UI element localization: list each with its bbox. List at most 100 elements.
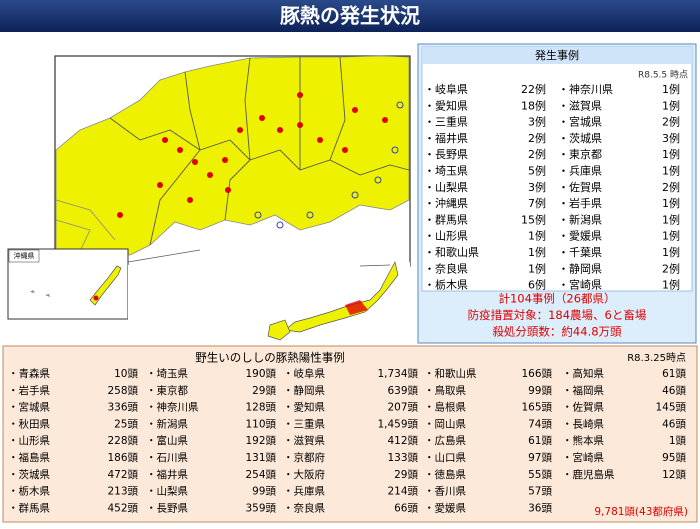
prefecture: ・福井県 — [424, 131, 468, 145]
prefecture: ・東京都 — [558, 147, 602, 161]
prefecture: ・山梨県 — [424, 180, 468, 194]
prefecture: ・岐阜県 — [424, 83, 468, 96]
prefecture: ・島根県 — [424, 401, 466, 414]
prefecture: ・奈良県 — [283, 501, 325, 514]
case-count: 1例 — [662, 229, 680, 243]
boar-count: 214頭 — [387, 486, 418, 498]
case-count: 15例 — [521, 212, 546, 226]
boar-count: 66頭 — [394, 502, 418, 514]
prefecture: ・宮崎県 — [558, 278, 602, 292]
summary-line: 防疫措置対象：184農場、6と畜場 — [468, 308, 647, 322]
prefecture: ・徳島県 — [424, 468, 466, 481]
prefecture: ・埼玉県 — [146, 367, 188, 380]
boar-count: 258頭 — [107, 385, 138, 397]
title-bar — [0, 0, 700, 32]
wild-boar-title: 野生いのししの豚熱陽性事例 — [195, 351, 345, 365]
prefecture: ・兵庫県 — [283, 485, 325, 498]
boar-count: 412頭 — [387, 435, 418, 447]
prefecture: ・静岡県 — [283, 384, 325, 397]
boar-count: 1,734頭 — [377, 368, 418, 380]
prefecture: ・石川県 — [146, 452, 188, 464]
case-count: 3例 — [528, 180, 546, 194]
prefecture: ・大阪府 — [283, 468, 325, 481]
prefecture: ・長野県 — [146, 502, 188, 514]
boar-count: 452頭 — [107, 502, 138, 514]
boar-count: 213頭 — [107, 486, 138, 498]
boar-count: 1,459頭 — [377, 418, 418, 430]
wild-boar-date: R8.3.25時点 — [627, 352, 686, 364]
prefecture: ・群馬県 — [424, 212, 468, 226]
case-count: 2例 — [662, 180, 680, 194]
case-count: 2例 — [662, 115, 680, 129]
prefecture: ・滋賀県 — [283, 434, 325, 447]
case-count: 1例 — [662, 196, 680, 210]
prefecture: ・山形県 — [8, 435, 50, 447]
wild-boar-total: 9,781頭(43都府県) — [594, 505, 688, 518]
prefecture: ・高知県 — [562, 367, 604, 380]
prefecture: ・広島県 — [424, 434, 466, 447]
prefecture: ・長野県 — [424, 148, 468, 161]
prefecture: ・愛媛県 — [558, 229, 602, 243]
prefecture: ・長崎県 — [562, 417, 604, 430]
outbreak-list: ・岐阜県 22例・愛知県 18例・三重県 3例・福井県 2例・長野県 2例・埼玉県 5例・山… — [424, 82, 680, 292]
prefecture: ・山形県 — [424, 230, 468, 243]
prefecture: ・三重県 — [283, 417, 325, 430]
prefecture: ・岩手県 — [8, 384, 50, 397]
boar-count: 12頭 — [662, 469, 686, 481]
case-count: 3例 — [528, 115, 546, 129]
boar-count: 29頭 — [394, 469, 418, 481]
boar-count: 61頭 — [528, 435, 552, 447]
boar-count: 128頭 — [245, 402, 276, 414]
case-count: 22例 — [521, 82, 546, 96]
page-title: 豚熱の発生状況 — [280, 4, 420, 28]
prefecture: ・新潟県 — [146, 417, 188, 430]
prefecture: ・神奈川県 — [146, 401, 199, 414]
prefecture: ・宮城県 — [558, 115, 602, 129]
case-count: 1例 — [528, 245, 546, 259]
prefecture: ・鹿児島県 — [562, 468, 615, 481]
case-count: 5例 — [528, 164, 546, 178]
summary-line: 計104事例（26都県） — [498, 292, 615, 306]
boar-count: 166頭 — [521, 368, 552, 380]
prefecture: ・福岡県 — [562, 384, 604, 397]
boar-count: 55頭 — [528, 469, 552, 481]
prefecture: ・千葉県 — [558, 245, 602, 259]
boar-count: 359頭 — [245, 502, 276, 514]
prefecture: ・東京都 — [146, 384, 188, 397]
boar-count: 190頭 — [245, 368, 276, 380]
prefecture: ・愛知県 — [424, 98, 468, 112]
boar-count: 186頭 — [107, 452, 138, 464]
prefecture: ・秋田県 — [8, 417, 50, 430]
prefecture: ・愛知県 — [283, 401, 325, 414]
prefecture: ・熊本県 — [562, 434, 604, 447]
prefecture: ・和歌山県 — [424, 245, 479, 259]
prefecture: ・沖縄県 — [424, 196, 468, 210]
case-count: 2例 — [528, 131, 546, 145]
prefecture: ・茨城県 — [558, 131, 602, 145]
prefecture: ・鳥取県 — [424, 384, 466, 397]
prefecture: ・香川県 — [424, 486, 466, 498]
prefecture: ・山梨県 — [146, 485, 188, 498]
boar-count: 165頭 — [521, 402, 552, 414]
case-count: 18例 — [521, 98, 546, 112]
prefecture: ・兵庫県 — [558, 164, 602, 178]
case-count: 1例 — [662, 212, 680, 226]
boar-count: 110頭 — [245, 418, 276, 430]
prefecture: ・群馬県 — [8, 501, 50, 514]
case-count: 2例 — [528, 147, 546, 161]
prefecture: ・岩手県 — [558, 196, 602, 210]
prefecture: ・佐賀県 — [558, 180, 602, 194]
boar-count: 36頭 — [528, 502, 552, 514]
prefecture: ・京都府 — [283, 451, 325, 464]
outbreak-date: R8.5.5 時点 — [638, 70, 688, 81]
prefecture: ・山口県 — [424, 452, 466, 464]
boar-count: 61頭 — [662, 368, 686, 380]
case-count: 1例 — [662, 245, 680, 259]
prefecture: ・宮崎県 — [562, 451, 604, 464]
outbreak-header — [422, 47, 692, 64]
boar-count: 336頭 — [107, 402, 138, 414]
prefecture: ・栃木県 — [424, 278, 468, 292]
case-count: 1例 — [662, 164, 680, 178]
